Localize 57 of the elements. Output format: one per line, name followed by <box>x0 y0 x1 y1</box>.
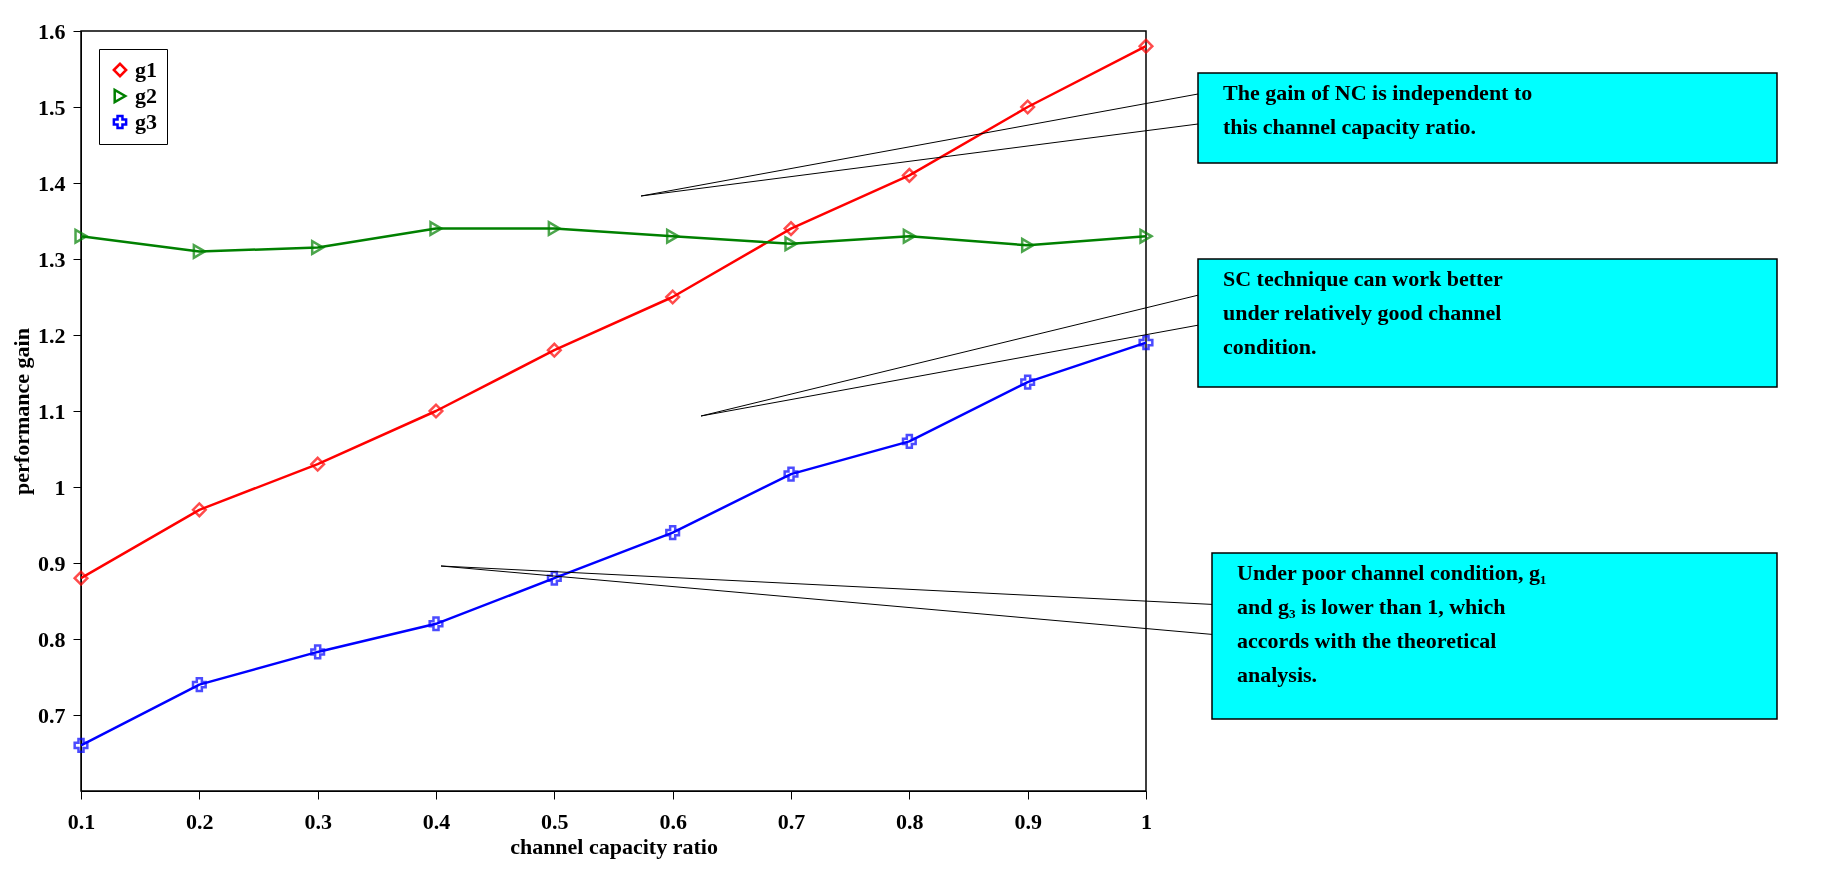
point <box>310 644 326 660</box>
point <box>783 221 799 237</box>
point <box>310 240 325 256</box>
x-tick-label: 0.7 <box>777 808 806 834</box>
point <box>902 228 917 244</box>
x-tick-label: 0.8 <box>896 808 924 834</box>
point <box>429 221 443 237</box>
point <box>1020 374 1036 390</box>
y-tick-label: 1.6 <box>38 18 66 44</box>
x-tick-label: 0.6 <box>659 808 687 834</box>
legend-label: g2 <box>135 83 157 108</box>
text: SC technique can work better under relatively good channel condition. <box>1223 266 1504 359</box>
point <box>665 228 680 244</box>
point <box>665 289 681 305</box>
x-tick-label: 0.5 <box>541 808 569 834</box>
x-tick-label: 0.1 <box>67 808 96 834</box>
y-tick-label: 0.8 <box>38 626 66 652</box>
point <box>1138 38 1154 54</box>
x-tick-label: 0.3 <box>304 808 332 834</box>
legend-label: g3 <box>135 109 157 134</box>
point <box>74 228 88 244</box>
point <box>546 342 562 358</box>
y-tick-label: 1 <box>54 474 66 500</box>
point <box>783 466 799 482</box>
point <box>428 403 444 419</box>
y-tick-label: 1.4 <box>38 170 66 196</box>
point <box>310 456 326 472</box>
y-tick-label: 1.1 <box>38 398 66 424</box>
point <box>1020 237 1035 253</box>
point <box>1138 335 1154 351</box>
y-tick-label: 1.5 <box>38 94 66 120</box>
point <box>901 167 917 183</box>
x-tick-label: 0.4 <box>422 808 451 834</box>
point <box>665 525 681 541</box>
text: Under poor channel condition, g₁ and g₃ is lower than 1, which accords with the theoretical analysis. <box>1237 560 1547 687</box>
y-tick-label: 0.9 <box>38 550 66 576</box>
y-tick-label: 1.3 <box>38 246 66 272</box>
point <box>73 737 89 753</box>
point <box>547 221 562 237</box>
x-tick-label: 0.2 <box>186 808 214 834</box>
point <box>73 570 89 586</box>
y-axis-title: performance gain <box>9 328 34 495</box>
x-tick-label: 0.9 <box>1014 808 1042 834</box>
point <box>191 677 207 693</box>
point <box>901 433 917 449</box>
text: The gain of NC is independent to this channel capacity ratio. <box>1223 80 1533 139</box>
point <box>192 243 207 259</box>
x-tick-label: 1 <box>1141 808 1152 834</box>
y-tick-label: 1.2 <box>38 322 66 348</box>
legend-label: g1 <box>135 57 157 82</box>
x-axis-title: channel capacity ratio <box>510 833 718 859</box>
point <box>428 616 444 632</box>
point <box>784 236 798 252</box>
point <box>1139 228 1153 244</box>
point <box>191 502 207 518</box>
point <box>1020 99 1036 115</box>
y-tick-label: 0.7 <box>38 702 66 728</box>
